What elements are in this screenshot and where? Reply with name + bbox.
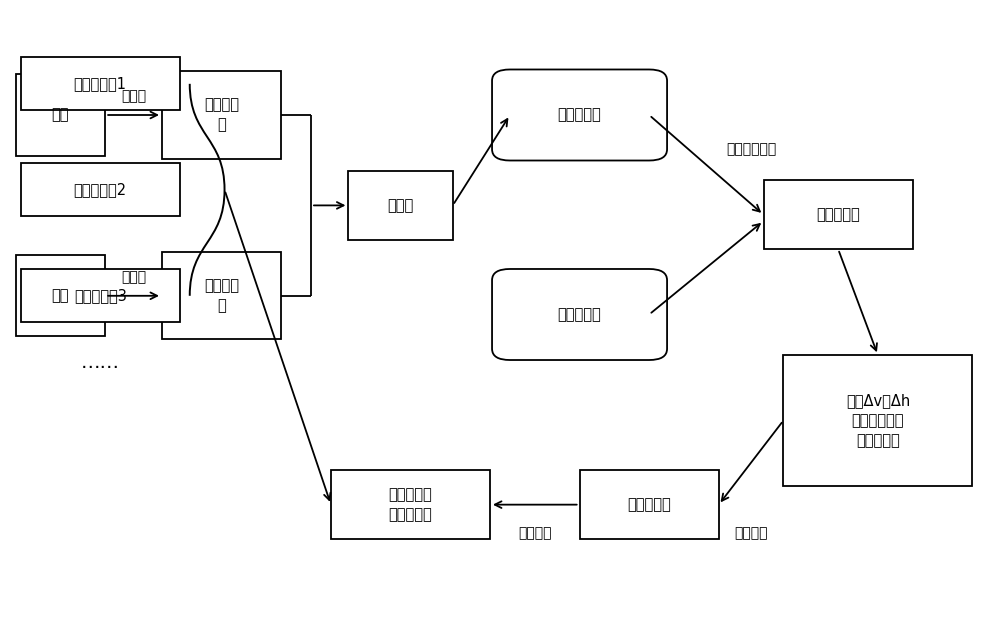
FancyBboxPatch shape (783, 355, 972, 486)
Text: 液位仪: 液位仪 (121, 89, 146, 103)
Text: ……: …… (81, 353, 120, 372)
Text: 导函数曲线: 导函数曲线 (627, 497, 671, 512)
Text: 油罐容积表1: 油罐容积表1 (74, 76, 127, 91)
FancyBboxPatch shape (331, 470, 490, 539)
Text: 油枪: 油枪 (52, 288, 69, 303)
Text: 曲线拟合: 曲线拟合 (734, 526, 768, 540)
FancyBboxPatch shape (16, 255, 105, 337)
FancyBboxPatch shape (162, 71, 281, 159)
Text: 高度与容积
的数学表达: 高度与容积 的数学表达 (389, 487, 432, 522)
Text: 油罐信息
库: 油罐信息 库 (204, 279, 239, 313)
FancyBboxPatch shape (580, 470, 719, 539)
FancyBboxPatch shape (764, 181, 913, 249)
FancyBboxPatch shape (21, 164, 180, 216)
FancyBboxPatch shape (492, 69, 667, 160)
Text: 罐枪关系表: 罐枪关系表 (558, 307, 601, 322)
FancyBboxPatch shape (492, 269, 667, 360)
FancyBboxPatch shape (348, 171, 453, 240)
Text: 不定积分: 不定积分 (518, 526, 552, 540)
Text: 数据预处理: 数据预处理 (816, 207, 860, 222)
FancyBboxPatch shape (21, 269, 180, 322)
Text: 采集仪: 采集仪 (387, 198, 414, 213)
Text: 油罐容积表3: 油罐容积表3 (74, 288, 127, 303)
Text: 油罐: 油罐 (52, 108, 69, 123)
Text: 快照数据表: 快照数据表 (558, 108, 601, 123)
Text: 剔除无效数据: 剔除无效数据 (726, 142, 776, 156)
FancyBboxPatch shape (16, 74, 105, 155)
Text: 加油机: 加油机 (121, 270, 146, 284)
Text: 得到Δv和Δh
及两次记录间
高度中点值: 得到Δv和Δh 及两次记录间 高度中点值 (846, 393, 910, 448)
Text: 油罐容积表2: 油罐容积表2 (74, 182, 127, 198)
Text: 油枪信息
库: 油枪信息 库 (204, 97, 239, 132)
FancyBboxPatch shape (21, 57, 180, 110)
FancyBboxPatch shape (162, 252, 281, 340)
